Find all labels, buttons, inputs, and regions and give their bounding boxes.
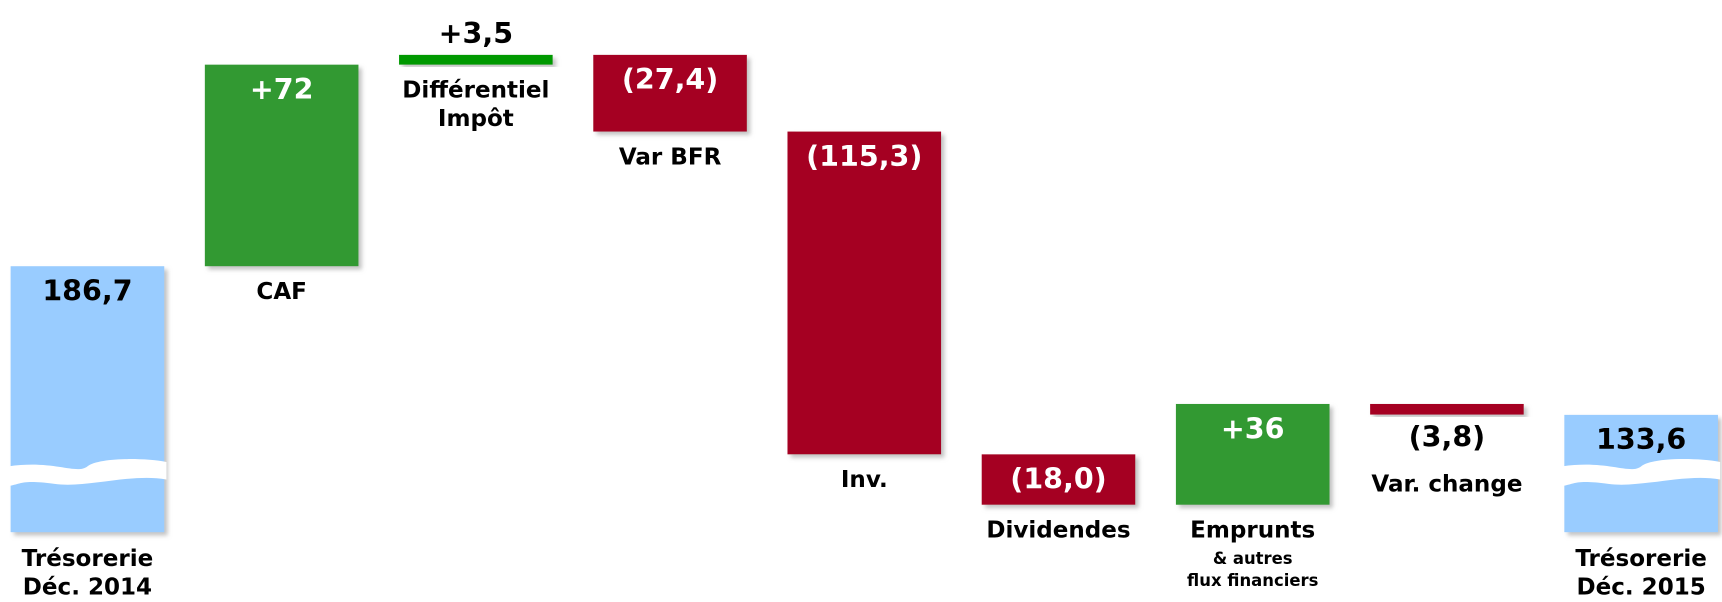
category-label: CAF — [256, 279, 306, 305]
category-label: & autres — [1213, 549, 1293, 568]
category-label: Var BFR — [619, 144, 722, 170]
bar — [981, 454, 1136, 505]
category-label: Inv. — [841, 467, 888, 493]
value-label: +72 — [250, 73, 314, 106]
category-label: flux financiers — [1187, 571, 1318, 590]
axis-break — [1562, 459, 1721, 487]
value-label: (27,4) — [622, 63, 718, 96]
value-label: 186,7 — [42, 275, 132, 308]
category-label: Dividendes — [986, 518, 1130, 544]
bar — [204, 64, 359, 267]
bar — [1175, 403, 1330, 505]
category-label: Différentiel — [402, 77, 549, 103]
category-label: Déc. 2015 — [1577, 575, 1706, 598]
bar — [787, 131, 942, 455]
category-label: Trésorerie — [22, 546, 154, 572]
bar — [1370, 403, 1524, 415]
value-label: (115,3) — [806, 140, 922, 173]
value-label: 133,6 — [1596, 423, 1686, 456]
axis-break — [8, 459, 167, 487]
category-label: Emprunts — [1190, 518, 1315, 544]
value-label: +3,5 — [439, 17, 513, 50]
value-label: (3,8) — [1409, 421, 1486, 454]
category-label: Var. change — [1371, 471, 1522, 497]
bar — [399, 54, 553, 65]
value-label: (18,0) — [1010, 463, 1106, 496]
value-label: +36 — [1221, 412, 1285, 445]
bar — [593, 54, 747, 132]
category-label: Trésorerie — [1575, 546, 1707, 572]
category-label: Impôt — [438, 106, 514, 132]
bar — [10, 266, 165, 533]
category-label: Déc. 2014 — [23, 575, 152, 598]
